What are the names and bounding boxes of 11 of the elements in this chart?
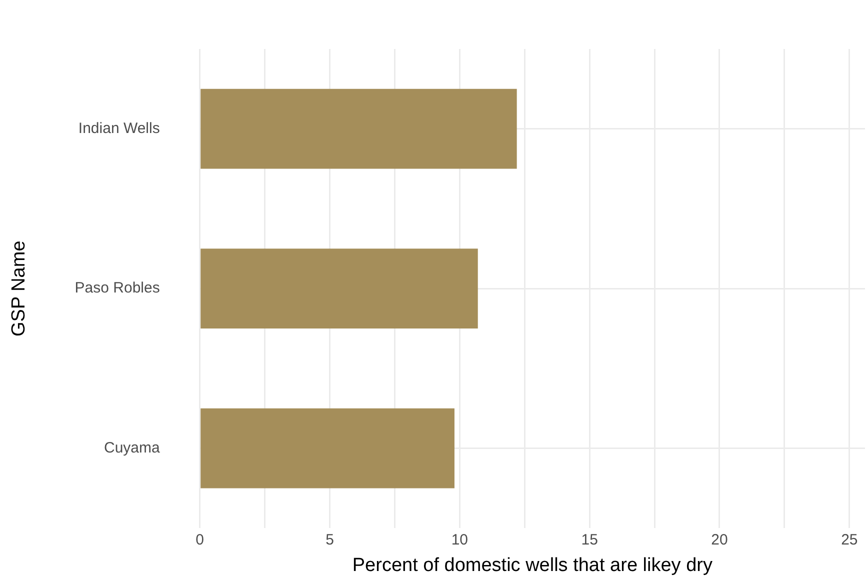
y-axis-title: GSP Name (8, 240, 30, 336)
x-tick-label: 0 (196, 531, 204, 548)
y-tick-label: Indian Wells (78, 120, 160, 138)
x-tick-label: 5 (326, 531, 334, 548)
y-tick-label: Paso Robles (74, 280, 160, 297)
x-tick-label: 20 (711, 531, 728, 548)
x-tick-label: 15 (581, 531, 598, 548)
x-tick-label: 25 (841, 531, 858, 548)
y-tick-label: Cuyama (104, 439, 160, 456)
x-axis-title: Percent of domestic wells that are likey dry (352, 554, 713, 576)
x-tick-label: 10 (451, 531, 468, 548)
